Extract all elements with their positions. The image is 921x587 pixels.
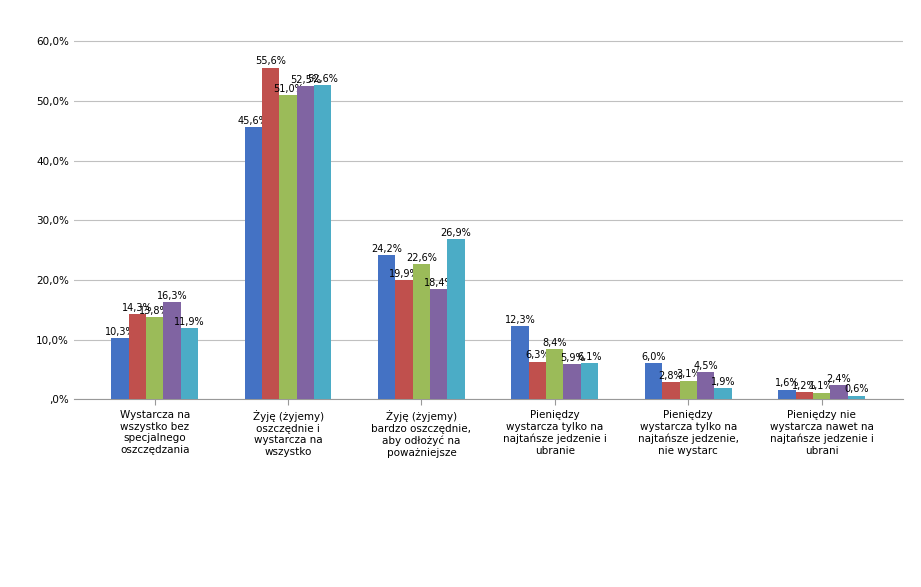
Text: 5,9%: 5,9% bbox=[560, 353, 585, 363]
Text: 1,1%: 1,1% bbox=[810, 382, 834, 392]
Text: 13,8%: 13,8% bbox=[139, 306, 170, 316]
Bar bbox=[697, 372, 714, 399]
Text: 2,4%: 2,4% bbox=[826, 374, 851, 384]
Bar bbox=[546, 349, 564, 399]
Bar bbox=[111, 338, 129, 399]
Text: 45,6%: 45,6% bbox=[238, 116, 269, 126]
Bar bbox=[181, 328, 198, 399]
Text: 0,6%: 0,6% bbox=[844, 384, 869, 394]
Bar bbox=[395, 281, 413, 399]
Text: 8,4%: 8,4% bbox=[542, 338, 567, 348]
Text: 52,6%: 52,6% bbox=[308, 74, 338, 84]
Bar bbox=[796, 392, 813, 399]
Bar bbox=[448, 239, 465, 399]
Bar bbox=[680, 380, 697, 399]
Bar bbox=[564, 364, 581, 399]
Text: 22,6%: 22,6% bbox=[406, 253, 437, 263]
Text: 52,5%: 52,5% bbox=[290, 75, 321, 85]
Text: 6,0%: 6,0% bbox=[641, 352, 666, 362]
Bar bbox=[847, 396, 865, 399]
Bar bbox=[314, 86, 332, 399]
Text: 18,4%: 18,4% bbox=[424, 278, 454, 288]
Bar bbox=[778, 390, 796, 399]
Bar bbox=[163, 302, 181, 399]
Bar bbox=[413, 264, 430, 399]
Bar bbox=[279, 95, 297, 399]
Bar bbox=[662, 383, 680, 399]
Text: 14,3%: 14,3% bbox=[122, 303, 153, 313]
Bar bbox=[262, 68, 279, 399]
Text: 51,0%: 51,0% bbox=[273, 84, 303, 94]
Bar bbox=[830, 385, 847, 399]
Bar bbox=[379, 255, 395, 399]
Bar bbox=[813, 393, 830, 399]
Bar bbox=[529, 362, 546, 399]
Text: 16,3%: 16,3% bbox=[157, 291, 187, 301]
Text: 11,9%: 11,9% bbox=[174, 317, 204, 327]
Bar bbox=[430, 289, 448, 399]
Text: 55,6%: 55,6% bbox=[255, 56, 286, 66]
Text: 1,6%: 1,6% bbox=[775, 379, 799, 389]
Bar bbox=[146, 317, 163, 399]
Text: 3,1%: 3,1% bbox=[676, 369, 701, 379]
Text: 1,2%: 1,2% bbox=[792, 381, 817, 391]
Text: 6,1%: 6,1% bbox=[577, 352, 601, 362]
Bar bbox=[245, 127, 262, 399]
Bar bbox=[581, 363, 598, 399]
Text: 1,9%: 1,9% bbox=[711, 377, 735, 387]
Text: 6,3%: 6,3% bbox=[525, 350, 550, 360]
Text: 4,5%: 4,5% bbox=[694, 361, 717, 371]
Bar bbox=[714, 388, 731, 399]
Text: 2,8%: 2,8% bbox=[659, 371, 683, 382]
Text: 26,9%: 26,9% bbox=[441, 228, 472, 238]
Text: 10,3%: 10,3% bbox=[105, 326, 135, 336]
Bar bbox=[129, 314, 146, 399]
Text: 19,9%: 19,9% bbox=[389, 269, 419, 279]
Bar bbox=[297, 86, 314, 399]
Text: 12,3%: 12,3% bbox=[505, 315, 535, 325]
Text: 24,2%: 24,2% bbox=[371, 244, 402, 254]
Bar bbox=[511, 326, 529, 399]
Bar bbox=[645, 363, 662, 399]
